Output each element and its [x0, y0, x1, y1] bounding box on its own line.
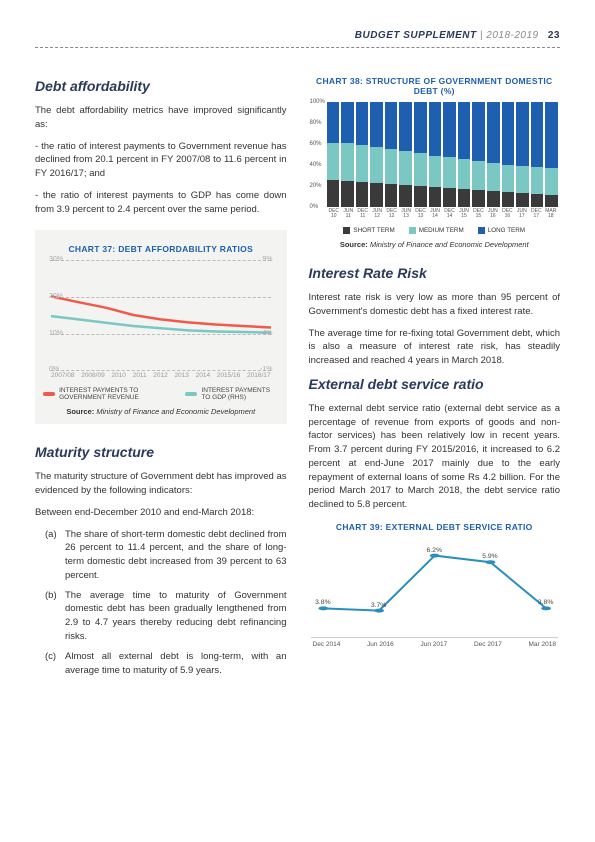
chart38-legend: SHORT TERM MEDIUM TERM LONG TERM — [309, 227, 561, 234]
legend-label: LONG TERM — [488, 227, 525, 234]
chart37-title: CHART 37: DEBT AFFORDABILITY RATIOS — [43, 244, 279, 254]
chart37-plot: 30%9%20%10%4%0%-1% — [51, 260, 271, 370]
heading-irr: Interest Rate Risk — [309, 265, 561, 281]
left-column: Debt affordability The debt affordabilit… — [35, 72, 287, 683]
chart37-legend: INTEREST PAYMENTS TO GOVERNMENT REVENUE … — [43, 387, 279, 401]
source-text: Ministry of Finance and Economic Develop… — [370, 240, 529, 249]
page-number: 23 — [548, 30, 560, 41]
swatch — [478, 227, 485, 234]
source-text: Ministry of Finance and Economic Develop… — [96, 407, 255, 416]
maturity-list: (a)The share of short-term domestic debt… — [35, 528, 287, 678]
legend-item: MEDIUM TERM — [409, 227, 464, 234]
chart37-container: CHART 37: DEBT AFFORDABILITY RATIOS 30%9… — [35, 230, 287, 424]
doc-title: BUDGET SUPPLEMENT — [355, 30, 477, 41]
chart38-xaxis: DEC10JUN11DEC11JUN12DEC12JUN13DEC13JUN14… — [327, 209, 559, 220]
para: Interest rate risk is very low as more t… — [309, 291, 561, 319]
legend-label: INTEREST PAYMENTS TO GOVERNMENT REVENUE — [59, 387, 167, 401]
swatch — [409, 227, 416, 234]
para: The debt affordability metrics have impr… — [35, 104, 287, 132]
chart37-lines — [51, 260, 271, 370]
legend-item: INTEREST PAYMENTS TO GDP (RHS) — [185, 387, 278, 401]
legend-label: INTEREST PAYMENTS TO GDP (RHS) — [201, 387, 278, 401]
legend-label: SHORT TERM — [353, 227, 394, 234]
para: - the ratio of interest payments to GDP … — [35, 189, 287, 217]
heading-debt-affordability: Debt affordability — [35, 78, 287, 94]
two-column-layout: Debt affordability The debt affordabilit… — [35, 72, 560, 683]
swatch — [185, 392, 197, 396]
para: Between end-December 2010 and end-March … — [35, 506, 287, 520]
legend-item: LONG TERM — [478, 227, 525, 234]
swatch — [43, 392, 55, 396]
list-item: (b)The average time to maturity of Gover… — [49, 589, 287, 644]
heading-ext: External debt service ratio — [309, 376, 561, 392]
chart39-xaxis: Dec 2014Jun 2016Jun 2017Dec 2017Mar 2018 — [313, 641, 557, 648]
chart38-container: CHART 38: STRUCTURE OF GOVERNMENT DOMEST… — [309, 76, 561, 249]
legend-item: INTEREST PAYMENTS TO GOVERNMENT REVENUE — [43, 387, 167, 401]
legend-label: MEDIUM TERM — [419, 227, 464, 234]
right-column: CHART 38: STRUCTURE OF GOVERNMENT DOMEST… — [309, 72, 561, 683]
chart37-xaxis: 2007/082008/09201020112012201320142015/1… — [51, 372, 271, 379]
para: The external debt service ratio (externa… — [309, 402, 561, 512]
list-item: (c)Almost all external debt is long-term… — [49, 650, 287, 678]
chart38-plot: DEC10JUN11DEC11JUN12DEC12JUN13DEC13JUN14… — [311, 102, 559, 217]
swatch — [343, 227, 350, 234]
chart38-title: CHART 38: STRUCTURE OF GOVERNMENT DOMEST… — [309, 76, 561, 96]
list-item: (a)The share of short-term domestic debt… — [49, 528, 287, 583]
chart37-source: Source: Ministry of Finance and Economic… — [43, 407, 279, 416]
chart38-source: Source: Ministry of Finance and Economic… — [309, 240, 561, 249]
chart39-plot: 3.8%3.7%6.2%5.9%3.8% — [311, 538, 559, 638]
heading-maturity: Maturity structure — [35, 444, 287, 460]
legend-item: SHORT TERM — [343, 227, 394, 234]
chart39-title: CHART 39: EXTERNAL DEBT SERVICE RATIO — [309, 522, 561, 532]
page-header: BUDGET SUPPLEMENT | 2018-2019 23 — [35, 30, 560, 48]
chart39-container: CHART 39: EXTERNAL DEBT SERVICE RATIO 3.… — [309, 522, 561, 648]
para: The maturity structure of Government deb… — [35, 470, 287, 498]
para: - the ratio of interest payments to Gove… — [35, 140, 287, 181]
chart38-bars — [327, 102, 559, 207]
para: The average time for re-fixing total Gov… — [309, 327, 561, 368]
doc-year: | 2018-2019 — [480, 30, 539, 41]
